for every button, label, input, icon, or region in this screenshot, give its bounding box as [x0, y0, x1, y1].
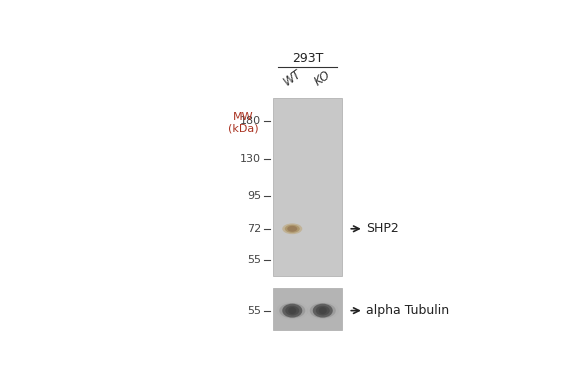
Text: 95: 95 [247, 191, 261, 201]
Text: 130: 130 [240, 155, 261, 164]
Ellipse shape [282, 304, 302, 318]
Text: KO: KO [312, 68, 333, 88]
Text: WT: WT [281, 67, 304, 88]
Ellipse shape [316, 306, 330, 316]
Ellipse shape [288, 307, 296, 314]
Text: SHP2: SHP2 [366, 222, 399, 235]
Text: alpha Tubulin: alpha Tubulin [366, 304, 449, 317]
Text: 293T: 293T [292, 53, 323, 65]
Text: 55: 55 [247, 306, 261, 316]
Ellipse shape [310, 303, 336, 318]
Text: MW
(kDa): MW (kDa) [228, 112, 259, 134]
Text: 55: 55 [247, 256, 261, 265]
Bar [273, 288, 342, 330]
Text: 180: 180 [240, 116, 261, 126]
Ellipse shape [285, 225, 300, 233]
Ellipse shape [288, 226, 297, 232]
Ellipse shape [285, 306, 299, 316]
Ellipse shape [313, 304, 333, 318]
Ellipse shape [276, 302, 308, 320]
Ellipse shape [307, 302, 339, 320]
Ellipse shape [319, 307, 327, 314]
Bar [273, 98, 342, 276]
Ellipse shape [282, 223, 302, 234]
Ellipse shape [279, 303, 306, 318]
Text: 72: 72 [247, 224, 261, 234]
